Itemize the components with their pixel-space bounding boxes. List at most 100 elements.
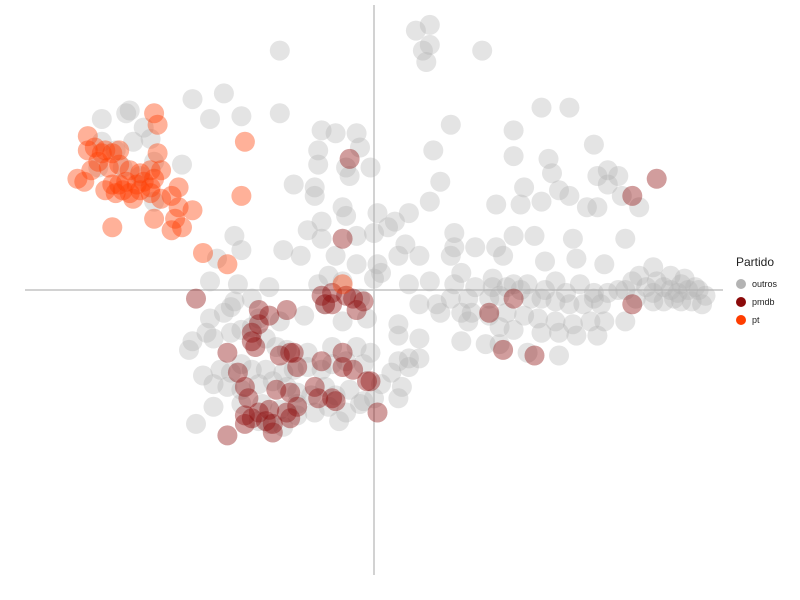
data-point-pt xyxy=(144,208,165,229)
data-point-pt xyxy=(74,171,95,192)
data-point-outros xyxy=(308,140,329,161)
series-pt xyxy=(67,103,353,295)
data-point-pmdb xyxy=(332,228,353,249)
data-point-outros xyxy=(252,394,273,414)
data-point-outros xyxy=(388,314,409,335)
data-point-outros xyxy=(653,291,674,312)
data-point-outros xyxy=(186,413,206,434)
data-point-outros xyxy=(224,291,245,312)
data-point-outros xyxy=(290,245,311,266)
data-point-pt xyxy=(234,131,255,152)
data-point-outros xyxy=(489,317,510,338)
data-point-pt xyxy=(165,208,186,229)
data-point-outros xyxy=(416,52,437,72)
data-point-outros xyxy=(364,223,384,243)
data-point-outros xyxy=(332,197,353,218)
data-point-pt xyxy=(332,274,353,295)
data-point-outros xyxy=(636,277,657,298)
data-point-outros xyxy=(339,166,360,186)
data-point-outros xyxy=(220,322,241,343)
data-point-outros xyxy=(255,359,276,380)
data-point-outros xyxy=(426,294,447,315)
data-point-pmdb xyxy=(280,342,301,363)
data-point-outros xyxy=(514,177,535,198)
data-point-pt xyxy=(168,177,189,198)
data-point-outros xyxy=(398,203,419,224)
data-point-pt xyxy=(67,168,88,189)
data-point-pt xyxy=(102,217,123,238)
data-point-pt xyxy=(95,140,116,161)
data-point-outros xyxy=(336,205,357,226)
data-point-outros xyxy=(545,271,566,292)
data-point-outros xyxy=(193,365,213,386)
data-point-outros xyxy=(458,311,479,332)
data-point-outros xyxy=(353,354,374,375)
data-point-outros xyxy=(231,394,252,414)
data-point-outros xyxy=(559,97,580,118)
legend-title: Partido xyxy=(736,255,775,269)
data-point-outros xyxy=(482,277,503,298)
data-point-outros xyxy=(203,374,224,395)
data-point-pmdb xyxy=(266,379,287,400)
data-point-outros xyxy=(440,114,461,135)
data-point-outros xyxy=(315,294,336,315)
data-point-pt xyxy=(109,140,130,161)
scatter-points xyxy=(67,14,716,446)
data-point-outros xyxy=(304,177,325,198)
data-point-outros xyxy=(196,322,217,343)
data-point-pmdb xyxy=(248,402,269,423)
series-outros xyxy=(88,14,716,437)
data-point-outros xyxy=(329,411,350,432)
data-point-outros xyxy=(144,191,165,212)
data-point-pt xyxy=(123,188,144,209)
data-point-outros xyxy=(643,257,664,278)
legend-label-outros: outros xyxy=(752,279,778,289)
data-point-pmdb xyxy=(248,314,269,335)
data-point-outros xyxy=(269,103,290,124)
data-point-outros xyxy=(336,351,357,372)
data-point-outros xyxy=(482,268,503,289)
data-point-outros xyxy=(583,282,604,303)
data-point-outros xyxy=(625,288,646,309)
data-point-outros xyxy=(350,288,370,309)
data-point-pt xyxy=(119,160,140,181)
data-point-pt xyxy=(151,188,172,209)
data-point-outros xyxy=(451,262,472,283)
data-point-pt xyxy=(144,168,165,189)
data-point-outros xyxy=(367,203,388,224)
data-point-outros xyxy=(116,103,137,124)
data-point-outros xyxy=(535,280,555,300)
data-point-outros xyxy=(311,228,332,249)
data-point-outros xyxy=(629,265,650,286)
data-point-outros xyxy=(248,374,269,395)
data-point-outros xyxy=(622,271,643,292)
data-point-pmdb xyxy=(259,305,280,326)
data-point-pt xyxy=(77,126,98,147)
data-point-pmdb xyxy=(332,357,353,377)
data-point-outros xyxy=(391,376,412,397)
data-point-outros xyxy=(517,274,538,295)
data-point-pmdb xyxy=(339,148,360,169)
data-point-outros xyxy=(273,240,294,261)
data-point-pmdb xyxy=(280,382,301,403)
data-point-outros xyxy=(364,388,384,409)
data-point-pmdb xyxy=(346,300,367,320)
data-point-pmdb xyxy=(283,342,304,363)
data-point-pt xyxy=(119,183,140,204)
data-point-outros xyxy=(465,237,486,258)
data-point-outros xyxy=(384,211,405,232)
data-point-pt xyxy=(109,174,130,195)
data-point-outros xyxy=(643,282,664,303)
data-point-outros xyxy=(695,285,716,306)
data-point-outros xyxy=(91,131,112,152)
data-point-outros xyxy=(664,288,685,309)
data-point-outros xyxy=(241,317,262,338)
data-point-pt xyxy=(140,160,161,181)
data-point-outros xyxy=(545,311,566,332)
legend-label-pt: pt xyxy=(752,315,760,325)
data-point-outros xyxy=(590,294,611,315)
data-point-pmdb xyxy=(255,411,276,432)
data-point-pmdb xyxy=(322,282,343,303)
data-point-outros xyxy=(615,228,636,249)
